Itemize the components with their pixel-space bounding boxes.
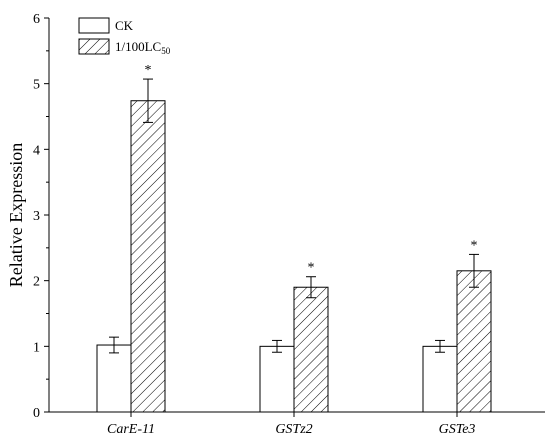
legend: CK 1/100LC50 xyxy=(78,17,171,56)
legend-swatch-treatment xyxy=(78,38,110,55)
legend-label-treatment-main: 1/100LC xyxy=(115,39,161,54)
bar-ck xyxy=(259,345,295,413)
bar-ck xyxy=(422,345,458,413)
y-tick-label: 3 xyxy=(33,209,40,224)
x-category-label: GSTe3 xyxy=(439,422,476,437)
y-tick-label: 2 xyxy=(33,275,40,290)
y-tick-label: 0 xyxy=(33,406,40,421)
legend-label-ck: CK xyxy=(115,18,134,33)
legend-label-treatment: 1/100LC50 xyxy=(115,39,171,56)
y-tick-label: 5 xyxy=(33,78,40,93)
bar-treatment xyxy=(130,100,166,413)
plot-area: 0 1 2 3 4 5 6 * CarE-11 * GSTz2 * GSTe3 xyxy=(33,12,545,437)
bar-treatment xyxy=(456,270,492,413)
y-tick-label: 6 xyxy=(33,12,40,27)
bar-treatment xyxy=(293,286,329,413)
significance-mark: * xyxy=(145,63,152,78)
x-category-label: CarE-11 xyxy=(107,422,155,437)
significance-mark: * xyxy=(471,238,478,253)
bar-ck xyxy=(96,344,132,413)
x-category-label: GSTz2 xyxy=(275,422,312,437)
significance-mark: * xyxy=(308,261,315,276)
y-axis-label: Relative Expression xyxy=(6,143,26,287)
y-tick-label: 1 xyxy=(33,340,40,355)
y-tick-label: 4 xyxy=(33,143,40,158)
legend-swatch-ck xyxy=(78,17,110,34)
legend-label-treatment-subscript: 50 xyxy=(161,46,171,56)
